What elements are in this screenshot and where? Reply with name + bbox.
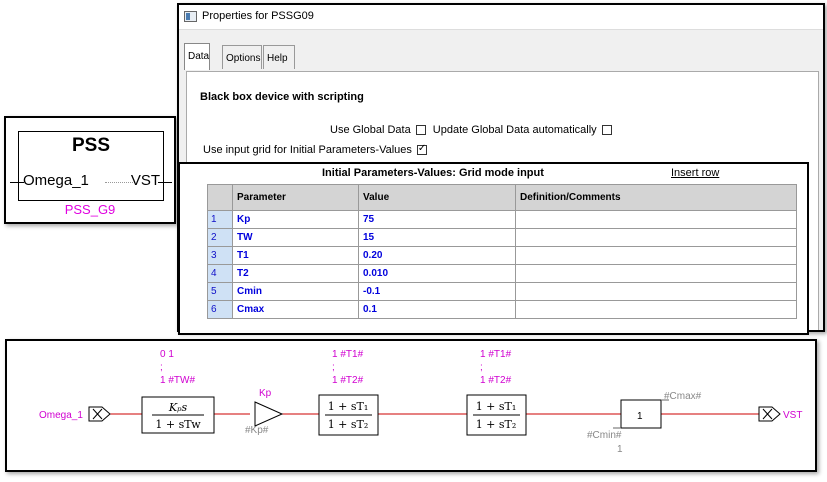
leadlag1-block[interactable]: 1 + sT₁ 1 + sT₂ (318, 394, 379, 436)
update-global-data-checkbox[interactable] (601, 125, 612, 135)
param-comment-cell[interactable] (515, 300, 797, 319)
leadlag2-block[interactable]: 1 + sT₁ 1 + sT₂ (466, 394, 527, 436)
svg-text:1 + sT₁: 1 + sT₁ (476, 400, 517, 413)
param-value-cell[interactable]: -0.1 (358, 282, 516, 301)
row-number[interactable]: 2 (207, 228, 233, 247)
param-comment-cell[interactable] (515, 228, 797, 247)
window-title: Properties for PSSG09 (202, 10, 314, 22)
limiter-block[interactable] (613, 399, 669, 429)
tab-data[interactable]: Data (184, 43, 210, 70)
tab-options[interactable]: Options (222, 45, 262, 69)
grid-title: Initial Parameters-Values: Grid mode inp… (322, 167, 544, 179)
pss-block-name: PSS_G9 (64, 202, 116, 217)
leadlag2-param-line3: 1 #T2# (480, 375, 512, 386)
svg-text:1 + sT₂: 1 + sT₂ (328, 418, 369, 431)
param-value-cell[interactable]: 75 (358, 210, 516, 229)
svg-text:1 + sT₂: 1 + sT₂ (476, 418, 517, 431)
parameters-grid-panel: Initial Parameters-Values: Grid mode inp… (178, 162, 809, 335)
row-number[interactable]: 4 (207, 264, 233, 283)
gain-param: #Kp# (245, 425, 269, 436)
param-comment-cell[interactable] (515, 282, 797, 301)
param-comment-cell[interactable] (515, 246, 797, 265)
param-name-cell[interactable]: TW (232, 228, 359, 247)
header-corner (207, 184, 233, 211)
param-value-cell[interactable]: 0.1 (358, 300, 516, 319)
table-row[interactable]: 4 T2 0.010 (207, 264, 797, 283)
washout-block[interactable]: Kₚs 1 + sTw (141, 396, 215, 434)
leadlag2-param-line2: ; (480, 362, 483, 373)
limiter-max-param: #Cmax# (664, 391, 702, 402)
use-input-grid-checkbox[interactable] (416, 143, 427, 155)
leadlag1-param-line1: 1 #T1# (332, 349, 364, 360)
table-row[interactable]: 2 TW 15 (207, 228, 797, 247)
pss-block-title: PSS (71, 135, 111, 156)
svg-text:Kₚs: Kₚs (168, 401, 188, 414)
input-port-icon[interactable] (88, 406, 111, 422)
table-row[interactable]: 5 Cmin -0.1 (207, 282, 797, 301)
param-name-cell[interactable]: T2 (232, 264, 359, 283)
param-value-cell[interactable]: 0.010 (358, 264, 516, 283)
insert-row-link[interactable]: Insert row (671, 167, 720, 179)
device-heading: Black box device with scripting (200, 91, 364, 103)
washout-param-line1: 0 1 (160, 349, 174, 360)
row-number[interactable]: 5 (207, 282, 233, 301)
limiter-min-param: #Cmin# (587, 430, 622, 441)
pss-input-port-label: Omega_1 (23, 172, 89, 189)
window-app-icon (184, 11, 197, 22)
table-header-row: Parameter Value Definition/Comments (207, 184, 797, 211)
leadlag2-param-line1: 1 #T1# (480, 349, 512, 360)
use-input-grid-label: Use input grid for Initial Parameters-Va… (203, 144, 412, 156)
pss-block[interactable]: PSS Omega_1 VST (10, 131, 172, 201)
gain-block[interactable] (254, 401, 284, 427)
output-port-icon[interactable] (758, 406, 781, 422)
param-name-cell[interactable]: Cmin (232, 282, 359, 301)
param-comment-cell[interactable] (515, 210, 797, 229)
pss-output-wire (158, 182, 172, 183)
use-global-data-checkbox[interactable] (415, 125, 426, 135)
row-number[interactable]: 6 (207, 300, 233, 319)
param-value-cell[interactable]: 0.20 (358, 246, 516, 265)
input-grid-row: Use input grid for Initial Parameters-Va… (203, 143, 431, 156)
param-name-cell[interactable]: Kp (232, 210, 359, 229)
leadlag1-param-line2: ; (332, 362, 335, 373)
pss-block-panel: PSS Omega_1 VST PSS_G9 (4, 116, 176, 224)
column-header-value[interactable]: Value (358, 184, 516, 211)
param-comment-cell[interactable] (515, 264, 797, 283)
washout-param-line3: 1 #TW# (160, 375, 195, 386)
table-row[interactable]: 1 Kp 75 (207, 210, 797, 229)
use-global-data-label: Use Global Data (330, 124, 411, 136)
parameters-table: Parameter Value Definition/Comments 1 Kp… (207, 184, 797, 319)
leadlag1-param-line3: 1 #T2# (332, 375, 364, 386)
param-value-cell[interactable]: 15 (358, 228, 516, 247)
param-name-cell[interactable]: Cmax (232, 300, 359, 319)
limiter-min-sub: 1 (617, 444, 623, 455)
pss-output-port-label: VST (130, 172, 160, 189)
param-name-cell[interactable]: T1 (232, 246, 359, 265)
row-number[interactable]: 3 (207, 246, 233, 265)
gain-label: Kp (259, 388, 272, 399)
update-global-data-label: Update Global Data automatically (432, 124, 597, 136)
pss-internal-dotted-line (105, 182, 135, 183)
row-number[interactable]: 1 (207, 210, 233, 229)
global-data-row: Use Global Data Update Global Data autom… (330, 124, 616, 136)
column-header-parameter[interactable]: Parameter (232, 184, 359, 211)
tab-help[interactable]: Help (263, 45, 295, 69)
block-diagram-canvas: Omega_1 0 1 ; 1 #TW# Kₚs 1 + sTw Kp #Kp#… (39, 349, 802, 455)
svg-text:1 + sTw: 1 + sTw (155, 418, 201, 431)
block-diagram-panel: Omega_1 0 1 ; 1 #TW# Kₚs 1 + sTw Kp #Kp#… (5, 339, 817, 472)
diagram-output-label: VST (783, 410, 802, 421)
properties-window: Properties for PSSG09 Data Options Help … (177, 3, 825, 335)
data-tab-content: Black box device with scripting Use Glob… (178, 71, 819, 335)
table-row[interactable]: 3 T1 0.20 (207, 246, 797, 265)
diagram-input-label: Omega_1 (39, 410, 83, 421)
limiter-value: 1 (637, 411, 643, 422)
window-titlebar[interactable]: Properties for PSSG09 (179, 5, 823, 30)
washout-param-line2: ; (160, 362, 163, 373)
svg-text:1 + sT₁: 1 + sT₁ (328, 400, 369, 413)
table-row[interactable]: 6 Cmax 0.1 (207, 300, 797, 319)
pss-input-wire (10, 182, 24, 183)
column-header-comments[interactable]: Definition/Comments (515, 184, 797, 211)
